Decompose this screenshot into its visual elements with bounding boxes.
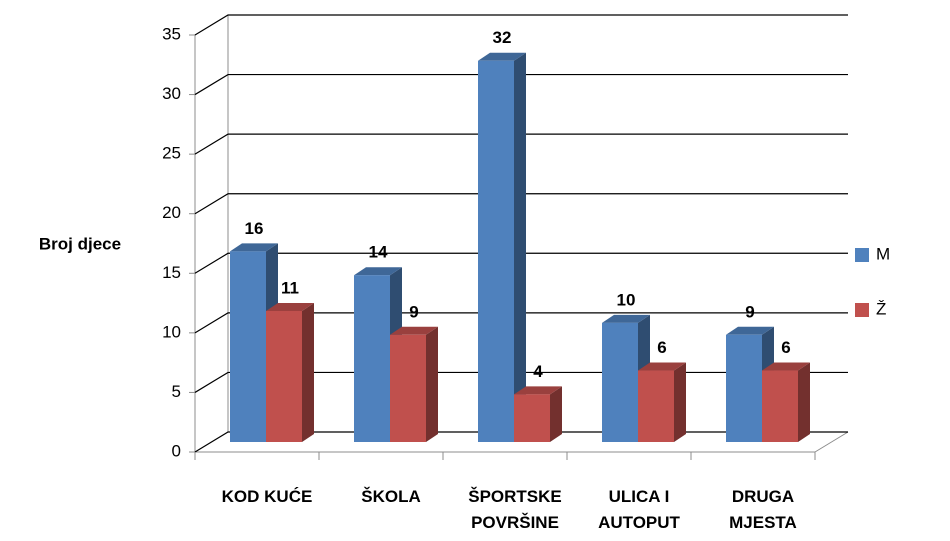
x-tick-label: ULICA I AUTOPUT	[598, 487, 680, 532]
bar	[390, 334, 426, 442]
bar	[514, 394, 550, 442]
grid-line	[194, 133, 848, 155]
bar-top	[726, 326, 774, 335]
grid-line	[194, 14, 848, 36]
y-tick-label: 30	[162, 84, 181, 103]
bar-top	[762, 362, 810, 371]
y-tick-label: 0	[172, 441, 181, 460]
data-label: 10	[617, 290, 636, 309]
bar	[638, 370, 674, 442]
bar-top	[266, 302, 314, 311]
y-tick-label: 5	[172, 382, 181, 401]
bar-top	[230, 243, 278, 252]
legend-marker	[855, 303, 869, 317]
bar	[266, 310, 302, 442]
bar	[762, 370, 798, 442]
y-axis-label: Broj djece	[39, 234, 121, 253]
bar	[726, 334, 762, 442]
grid-line	[194, 73, 848, 96]
floor	[814, 431, 849, 453]
bar-top	[602, 314, 650, 323]
grid-line	[194, 312, 848, 334]
legend-label: Ž	[876, 299, 886, 318]
data-label: 14	[369, 243, 388, 262]
data-label: 16	[245, 219, 264, 238]
bar-top	[390, 326, 438, 335]
legend-marker	[855, 248, 869, 262]
y-tick-label: 25	[162, 144, 181, 163]
bar-top	[638, 362, 686, 371]
bar-top	[478, 52, 526, 61]
bar	[354, 275, 390, 442]
bar-side	[426, 326, 438, 442]
grid-line	[194, 252, 848, 274]
x-tick-label: DRUGA MJESTA	[729, 487, 797, 532]
y-tick-label: 10	[162, 322, 181, 341]
y-tick-label: 20	[162, 203, 181, 222]
data-label: 4	[533, 362, 543, 381]
data-label: 11	[281, 278, 299, 297]
data-label: 6	[657, 338, 666, 357]
x-tick-label: ŠKOLA	[361, 487, 421, 506]
bar	[230, 251, 266, 442]
data-label: 6	[781, 338, 790, 357]
bar-top	[514, 386, 562, 395]
bar-side	[550, 386, 562, 442]
bar-side	[674, 362, 686, 442]
legend-label: M	[876, 244, 890, 263]
data-label: 9	[745, 302, 754, 321]
y-tick-label: 35	[162, 24, 181, 43]
y-tick-label: 15	[162, 263, 181, 282]
bar	[602, 322, 638, 442]
bar-side	[302, 302, 314, 442]
data-label: 32	[493, 28, 512, 47]
data-label: 9	[409, 302, 418, 321]
grid-line	[194, 193, 848, 215]
bar	[478, 60, 514, 442]
x-tick-label: KOD KUĆE	[221, 487, 313, 506]
bar-top	[354, 267, 402, 276]
bar-side	[514, 52, 526, 442]
x-tick-label: ŠPORTSKE POVRŠINE	[468, 487, 562, 532]
bar-side	[798, 362, 810, 442]
